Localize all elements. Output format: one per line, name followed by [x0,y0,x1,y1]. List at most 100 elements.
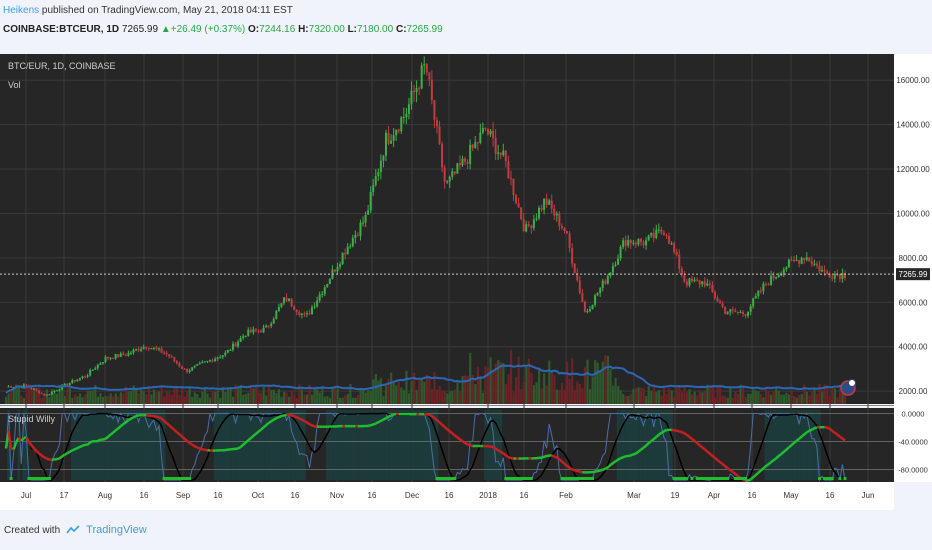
volume-bar [321,386,324,404]
indicator-shade [152,410,156,480]
volume-bar [425,374,428,404]
volume-bar [387,378,390,404]
indicator-marker [675,477,679,480]
volume-bar [226,388,230,404]
indicator-ma-segment [731,470,737,475]
candle-body [129,352,132,354]
candle-body [609,272,612,276]
volume-bar [555,389,559,404]
info-dot-icon[interactable] [848,379,856,387]
indicator-shade [346,410,350,480]
volume-bar [563,389,566,404]
volume-bar [168,392,171,404]
indicator-shade [127,410,130,480]
candle-body [73,380,76,382]
candle-body [752,298,755,307]
indicator-shade [415,410,418,480]
candle-body [56,390,59,392]
volume-bar [331,387,334,404]
indicator-marker [30,477,34,480]
indicator-ma-segment [719,461,724,466]
indicator-ma-segment [168,424,173,429]
indicator-ma-segment [795,437,800,442]
volume-bar [415,389,418,404]
volume-bar [650,390,653,404]
indicator-shade [213,410,217,480]
volume-bar [142,391,145,404]
candle-body [43,393,46,396]
indicator-ma-segment [490,445,494,449]
indicator-ma-segment [82,443,86,447]
candle-body [492,130,495,138]
time-axis[interactable] [0,482,894,510]
candle-body [209,360,212,362]
time-tick-label: 19 [671,491,680,500]
volume-bar [632,389,635,404]
indicator-marker [529,477,533,480]
volume-bar [553,375,556,404]
candle-body [165,353,168,355]
indicator-shade [132,410,135,480]
indicator-shade [292,410,296,480]
volume-bar [160,385,163,404]
volume-bar [367,389,370,404]
indicator-ma-segment [627,454,632,458]
price-chart[interactable]: 2000.00 4000.00 6000.00 8000.00 10000.00 1200… [0,48,932,510]
indicator-shade [106,410,110,480]
indicator-ma-segment [686,433,691,438]
volume-bar [729,386,732,404]
volume-bar [504,384,508,404]
volume-bar [719,384,722,404]
indicator-marker [690,477,694,480]
candle-body [726,312,729,314]
candle-body [634,242,637,245]
volume-bar [81,397,84,404]
volume-bar [112,396,115,404]
indicator-shade [660,410,663,480]
candle-body [122,353,125,356]
volume-bar [438,386,441,404]
candle-body [532,219,535,228]
volume-bar [84,394,87,404]
volume-bar [163,396,166,404]
volume-bar [724,396,727,404]
indicator-ma-segment [385,415,390,420]
volume-bar [145,394,148,404]
indicator-shade [25,410,28,480]
candle-body [382,155,385,161]
volume-bar [466,375,469,404]
candle-body [152,347,155,349]
candle-body [543,198,546,210]
indicator-shade [7,410,10,480]
volume-bar [721,395,724,404]
indicator-shade [111,410,115,480]
footer-brand[interactable]: TradingView [86,524,147,536]
indicator-marker [830,477,834,480]
author-link[interactable]: Heikens [3,5,40,16]
volume-bar [318,392,321,404]
candle-body [425,64,428,73]
volume-bar [328,397,332,404]
candle-body [749,306,752,312]
indicator-ma-segment [191,443,196,448]
price-axis[interactable] [894,54,932,482]
volume-bar [619,390,622,404]
candle-body [420,65,423,89]
time-tick-label: 16 [214,491,223,500]
candle-body [668,235,671,244]
candle-body [441,143,444,168]
indicator-ma-segment [186,439,191,444]
main-pane[interactable] [0,54,894,404]
volume-bar [433,372,436,404]
indicator-marker [172,477,176,480]
indicator-shade [216,410,219,480]
publish-info: published on TradingView.com, May 21, 20… [41,5,293,16]
indicator-ma-segment [803,431,808,436]
indicator-ma-segment [382,417,387,421]
indicator-ma-segment [252,432,257,437]
indicator-ma-segment [609,462,614,467]
indicator-marker [519,477,523,480]
indicator-tick-label: 0.0000 [902,410,925,419]
volume-bar [311,394,314,404]
volume-bar [481,392,485,404]
